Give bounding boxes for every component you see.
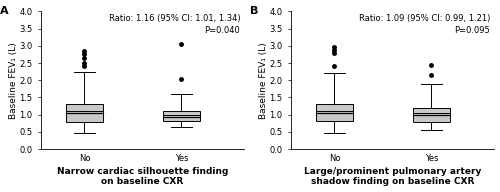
Text: A: A — [0, 6, 8, 16]
Bar — [316, 104, 353, 121]
Bar — [413, 108, 450, 122]
Text: B: B — [250, 6, 258, 16]
X-axis label: Large/prominent pulmonary artery
shadow finding on baseline CXR: Large/prominent pulmonary artery shadow … — [304, 167, 482, 186]
Text: Ratio: 1.16 (95% CI: 1.01, 1.34)
P=0.040: Ratio: 1.16 (95% CI: 1.01, 1.34) P=0.040 — [108, 14, 240, 35]
Y-axis label: Baseline FEV₁ (L): Baseline FEV₁ (L) — [9, 42, 18, 119]
X-axis label: Narrow cardiac silhouette finding
on baseline CXR: Narrow cardiac silhouette finding on bas… — [57, 167, 228, 186]
Text: Ratio: 1.09 (95% CI: 0.99, 1.21)
P=0.095: Ratio: 1.09 (95% CI: 0.99, 1.21) P=0.095 — [359, 14, 490, 35]
Bar — [66, 104, 103, 122]
Y-axis label: Baseline FEV₁ (L): Baseline FEV₁ (L) — [259, 42, 268, 119]
Bar — [163, 111, 200, 121]
